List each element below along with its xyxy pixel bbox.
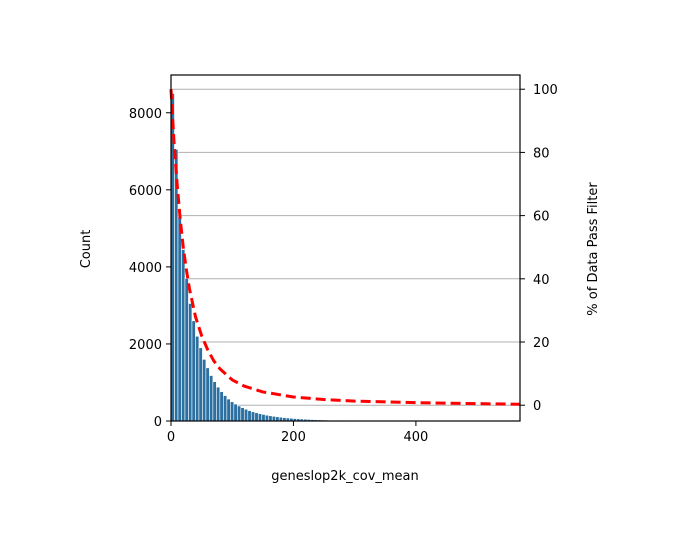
y-tick-label-right: 20 (533, 336, 550, 351)
histogram-bar (226, 398, 231, 422)
histogram-bar (250, 411, 256, 422)
histogram-bar (233, 403, 238, 422)
histogram-bar (191, 320, 196, 422)
x-tick-label: 0 (167, 430, 175, 445)
histogram-bar (257, 413, 263, 422)
y-tick-label-right: 100 (533, 83, 558, 98)
grid-layer (171, 88, 520, 406)
y-tick-label-left: 0 (154, 415, 162, 430)
y-axis-label-left: Count (79, 230, 94, 269)
histogram-bar (198, 347, 203, 422)
histogram-bar (216, 386, 221, 422)
y-axis-label-right: % of Data Pass Filter (586, 182, 601, 316)
histogram-bar (254, 412, 259, 422)
y-tick-label-left: 8000 (129, 107, 162, 122)
histogram-bar (177, 216, 182, 422)
pass-filter-line-layer (169, 89, 521, 406)
y-tick-label-right: 0 (533, 399, 541, 414)
histogram-bar (181, 249, 186, 422)
histogram-bar (184, 278, 189, 422)
histogram-bar (243, 408, 249, 422)
histogram-bar (205, 367, 210, 422)
y-tick-label-left: 4000 (129, 261, 162, 276)
y-tick-label-right: 40 (533, 273, 550, 288)
histogram-bar (219, 391, 224, 422)
histogram-bar (264, 414, 270, 422)
histogram-bars (170, 93, 381, 422)
x-tick-label: 200 (281, 430, 306, 445)
histogram-bar (223, 395, 228, 422)
histogram-bar (247, 410, 252, 422)
y-tick-label-left: 6000 (129, 184, 162, 199)
pass-filter-line (169, 89, 521, 406)
histogram-bar (188, 303, 193, 422)
y-tick-label-right: 60 (533, 210, 550, 225)
histogram-bar (209, 375, 214, 422)
histogram-bar (268, 415, 273, 422)
histogram-bar (240, 407, 245, 422)
plot-frame (170, 74, 521, 422)
histogram-bar (212, 381, 217, 422)
histogram-bar (174, 149, 179, 422)
histogram-bar (202, 359, 207, 422)
histogram-bar (271, 415, 276, 422)
x-tick-label: 400 (403, 430, 428, 445)
x-axis-label: geneslop2k_cov_mean (271, 469, 419, 484)
histogram-bar (237, 405, 242, 422)
labels-layer: geneslop2k_cov_mean Count % of Data Pass… (79, 182, 601, 484)
histogram-bar (195, 335, 200, 422)
y-tick-label-left: 2000 (129, 338, 162, 353)
histogram-bar (261, 414, 266, 422)
histogram-bar (275, 416, 280, 422)
y-tick-label-right: 80 (533, 146, 550, 161)
histogram-bar (230, 401, 235, 422)
